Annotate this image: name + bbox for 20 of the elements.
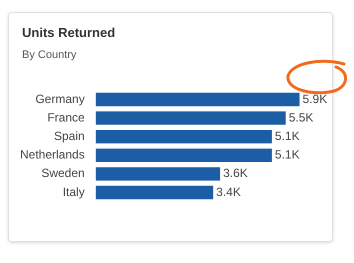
y-tick-label: Sweden: [41, 166, 85, 180]
data-label: 5.5K: [288, 110, 314, 124]
data-label: 5.1K: [274, 129, 300, 144]
data-label: 5.9K: [302, 92, 328, 106]
chart-title: Units Returned: [22, 25, 116, 40]
bar: [96, 92, 300, 106]
y-tick-label: Netherlands: [20, 148, 85, 162]
chart-subtitle: By Country: [22, 49, 76, 61]
bar: [96, 186, 214, 200]
data-label: 5.1K: [274, 148, 300, 162]
y-tick-label: Germany: [35, 92, 85, 106]
bar: [96, 130, 272, 144]
y-tick-label: France: [47, 110, 86, 124]
bar: [96, 167, 220, 181]
data-label: 3.6K: [223, 166, 248, 180]
bar: [96, 148, 272, 162]
y-tick-label: Italy: [62, 184, 85, 199]
y-tick-label: Spain: [54, 129, 85, 144]
bar: [96, 111, 286, 125]
data-label: 3.4K: [216, 184, 241, 199]
